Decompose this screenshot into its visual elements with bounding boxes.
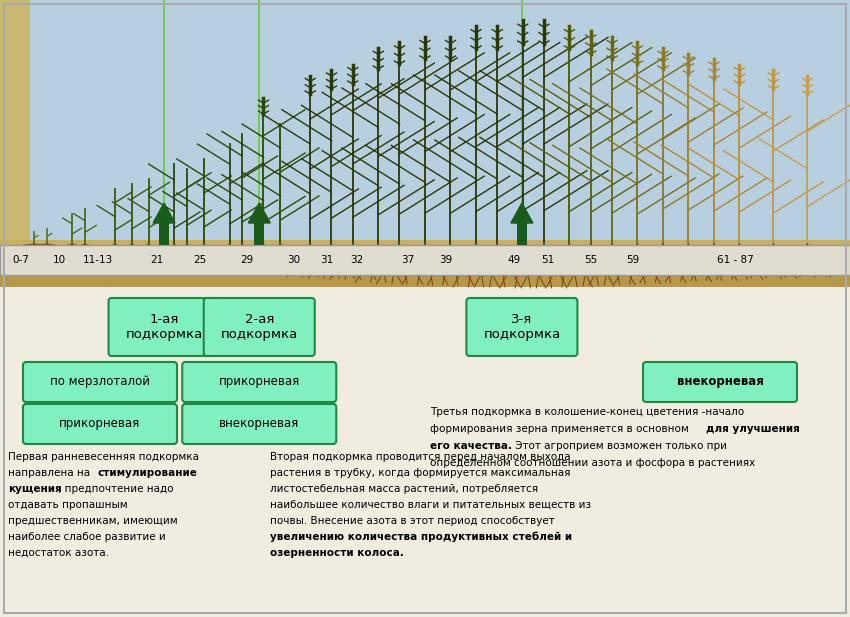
Text: наибольшее количество влаги и питательных веществ из: наибольшее количество влаги и питательны… — [270, 500, 591, 510]
FancyBboxPatch shape — [23, 404, 177, 444]
Text: 2-ая
подкормка: 2-ая подкормка — [221, 313, 298, 341]
Text: почвы. Внесение азота в этот период способствует: почвы. Внесение азота в этот период спос… — [270, 516, 555, 526]
Text: Этот агроприем возможен только при: Этот агроприем возможен только при — [512, 441, 727, 451]
FancyBboxPatch shape — [182, 362, 337, 402]
Text: Вторая подкормка проводится перед началом выхода: Вторая подкормка проводится перед начало… — [270, 452, 570, 462]
Text: кущения: кущения — [8, 484, 62, 494]
Text: 21: 21 — [150, 255, 164, 265]
FancyBboxPatch shape — [182, 404, 337, 444]
Text: внекорневая: внекорневая — [219, 418, 299, 431]
Text: , предпочтение надо: , предпочтение надо — [58, 484, 173, 494]
Text: увеличению количества продуктивных стеблей и: увеличению количества продуктивных стебл… — [270, 532, 572, 542]
Text: листостебельная масса растений, потребляется: листостебельная масса растений, потребля… — [270, 484, 538, 494]
Text: 37: 37 — [401, 255, 415, 265]
Text: Первая ранневесенняя подкормка: Первая ранневесенняя подкормка — [8, 452, 199, 462]
Bar — [0, 262, 850, 287]
Text: прикорневая: прикорневая — [218, 376, 300, 389]
Text: 29: 29 — [240, 255, 253, 265]
Text: по мерзлоталой: по мерзлоталой — [50, 376, 150, 389]
Text: недостаток азота.: недостаток азота. — [8, 548, 109, 558]
Text: определенном соотношении азота и фосфора в растениях: определенном соотношении азота и фосфора… — [430, 458, 756, 468]
Text: предшественникам, имеющим: предшественникам, имеющим — [8, 516, 178, 526]
Text: внекорневая: внекорневая — [677, 376, 763, 389]
Text: растения в трубку, когда формируется максимальная: растения в трубку, когда формируется мак… — [270, 468, 570, 478]
Bar — [0, 245, 850, 275]
Text: 25: 25 — [193, 255, 207, 265]
Bar — [517, 223, 527, 245]
Text: 61 - 87: 61 - 87 — [717, 255, 754, 265]
Text: 51: 51 — [541, 255, 555, 265]
Text: для улучшения: для улучшения — [706, 424, 800, 434]
Text: Третья подкормка в колошение-конец цветения -начало: Третья подкормка в колошение-конец цвете… — [430, 407, 744, 417]
FancyBboxPatch shape — [109, 298, 219, 356]
Text: 31: 31 — [320, 255, 334, 265]
FancyBboxPatch shape — [467, 298, 577, 356]
Text: 59: 59 — [626, 255, 640, 265]
Text: 3-я
подкормка: 3-я подкормка — [484, 313, 560, 341]
Text: прикорневая: прикорневая — [60, 418, 140, 431]
Text: 32: 32 — [350, 255, 364, 265]
FancyBboxPatch shape — [643, 362, 797, 402]
Bar — [0, 0, 850, 242]
Text: 0-7: 0-7 — [13, 255, 30, 265]
Text: стимулирование: стимулирование — [98, 468, 198, 478]
Text: 10: 10 — [53, 255, 66, 265]
Text: 49: 49 — [507, 255, 521, 265]
Text: 11-13: 11-13 — [82, 255, 113, 265]
FancyBboxPatch shape — [204, 298, 314, 356]
Polygon shape — [153, 203, 175, 223]
Polygon shape — [248, 203, 270, 223]
FancyBboxPatch shape — [23, 362, 177, 402]
Bar — [254, 223, 264, 245]
Text: 55: 55 — [584, 255, 598, 265]
Text: его качества.: его качества. — [430, 441, 512, 451]
Polygon shape — [511, 203, 533, 223]
Text: озерненности колоса.: озерненности колоса. — [270, 548, 404, 558]
Bar — [0, 240, 850, 262]
Text: 1-ая
подкормка: 1-ая подкормка — [126, 313, 202, 341]
Text: 30: 30 — [286, 255, 300, 265]
Text: 39: 39 — [439, 255, 453, 265]
Text: формирования зерна применяется в основном: формирования зерна применяется в основно… — [430, 424, 692, 434]
Bar — [159, 223, 169, 245]
Bar — [0, 0, 30, 242]
Text: направлена на: направлена на — [8, 468, 94, 478]
Text: наиболее слабое развитие и: наиболее слабое развитие и — [8, 532, 166, 542]
Text: отдавать пропашным: отдавать пропашным — [8, 500, 128, 510]
